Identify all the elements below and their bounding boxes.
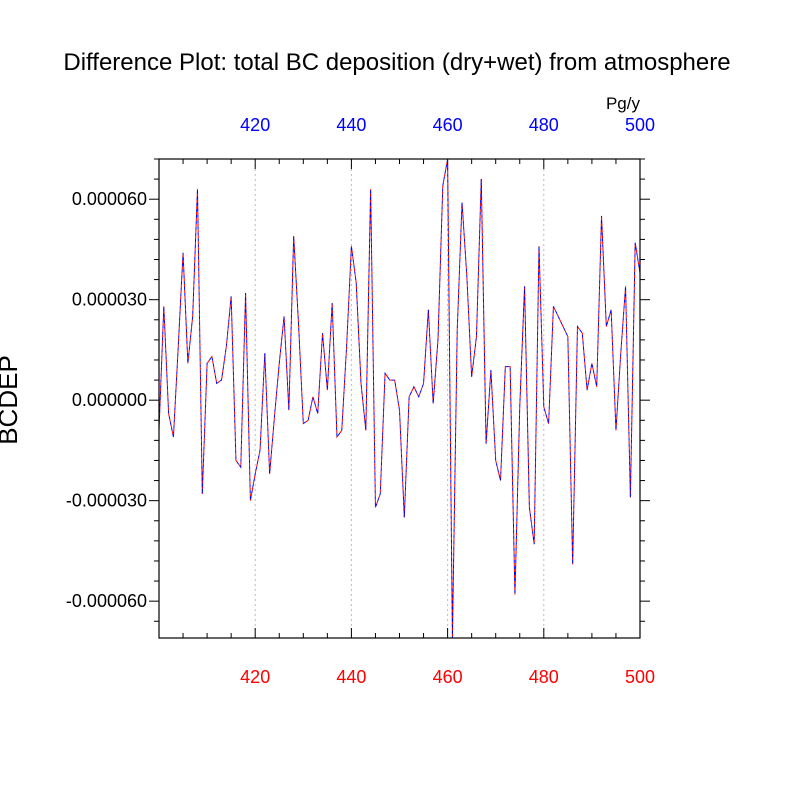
x-tick-label-bottom: 480: [529, 667, 559, 687]
y-tick-labels: 0.000060 0.000030 0.000000 -0.000030 -0.0000…: [66, 189, 147, 611]
x-tick-label-top: 480: [529, 115, 559, 135]
y-tick-label: -0.000030: [66, 491, 147, 511]
y-tick-label: 0.000060: [72, 189, 147, 209]
x-tick-label-bottom: 460: [433, 667, 463, 687]
y-tick-label: 0.000030: [72, 290, 147, 310]
x-tick-label-bottom: 500: [625, 667, 655, 687]
tick-marks: [149, 158, 650, 638]
units-label: Pg/y: [606, 94, 641, 113]
x-tick-label-bottom: 440: [336, 667, 366, 687]
data-lines: [158, 158, 641, 639]
series-line-blue: [158, 158, 641, 639]
plot-frame: [158, 158, 641, 639]
top-x-tick-labels: 420 440 460 480 500: [240, 115, 655, 135]
x-tick-label-top: 420: [240, 115, 270, 135]
x-tick-label-top: 440: [336, 115, 366, 135]
x-tick-label-top: 500: [625, 115, 655, 135]
x-tick-label-bottom: 420: [240, 667, 270, 687]
chart-title: Difference Plot: total BC deposition (dr…: [63, 49, 730, 76]
y-tick-label: 0.000000: [72, 390, 147, 410]
y-tick-label: -0.000060: [66, 591, 147, 611]
y-axis-label: BCDEP: [0, 355, 23, 445]
x-tick-label-top: 460: [433, 115, 463, 135]
bottom-x-tick-labels: 420 440 460 480 500: [240, 667, 655, 687]
series-line-red: [158, 158, 641, 639]
x-grid: [254, 159, 545, 638]
